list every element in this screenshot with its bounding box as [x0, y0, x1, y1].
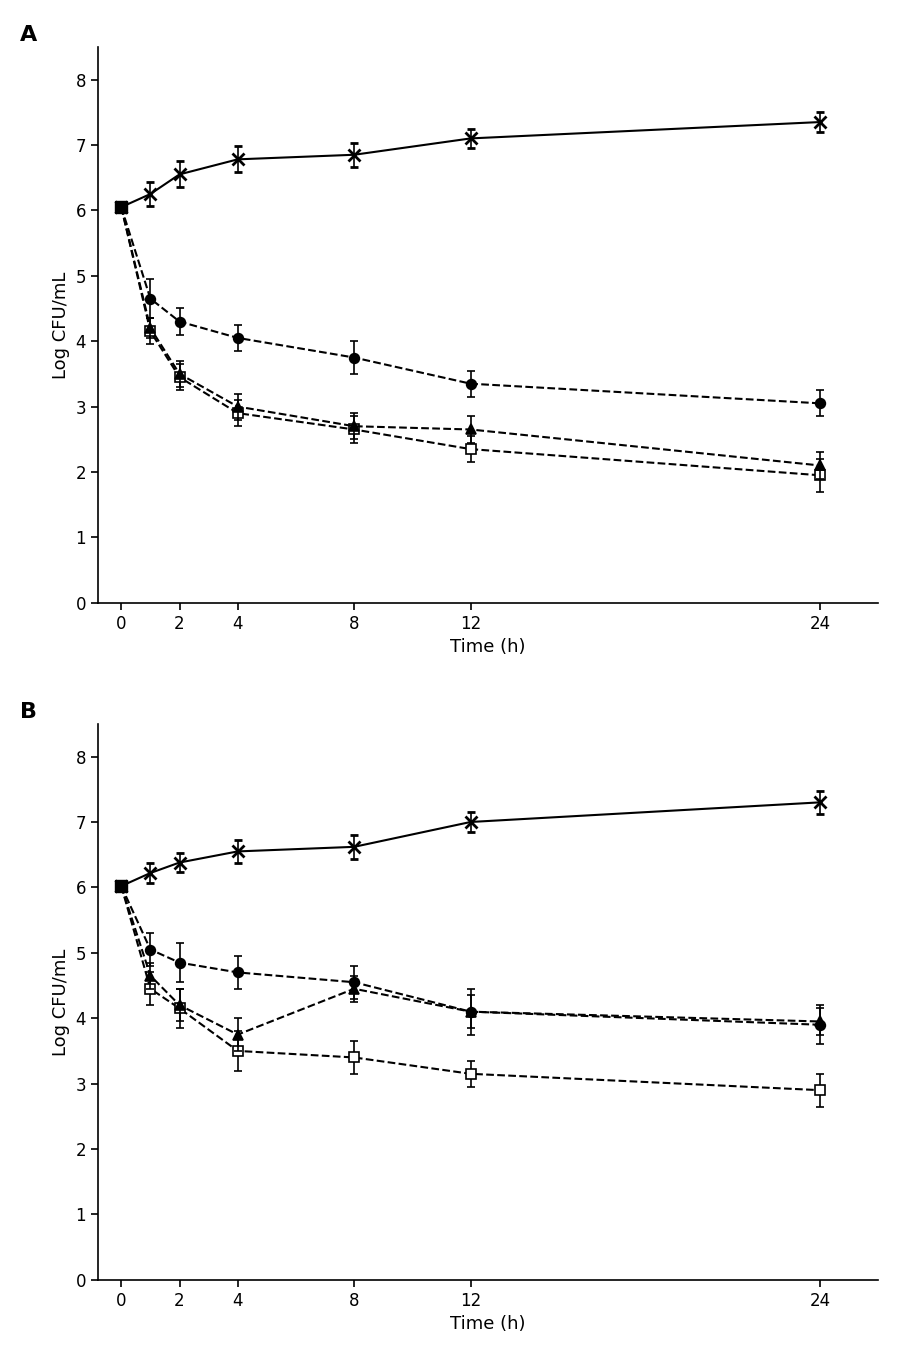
Y-axis label: Log CFU/mL: Log CFU/mL	[52, 271, 70, 378]
Y-axis label: Log CFU/mL: Log CFU/mL	[52, 949, 70, 1056]
X-axis label: Time (h): Time (h)	[450, 1315, 525, 1334]
Text: B: B	[20, 702, 37, 721]
X-axis label: Time (h): Time (h)	[450, 638, 525, 656]
Text: A: A	[20, 24, 37, 45]
